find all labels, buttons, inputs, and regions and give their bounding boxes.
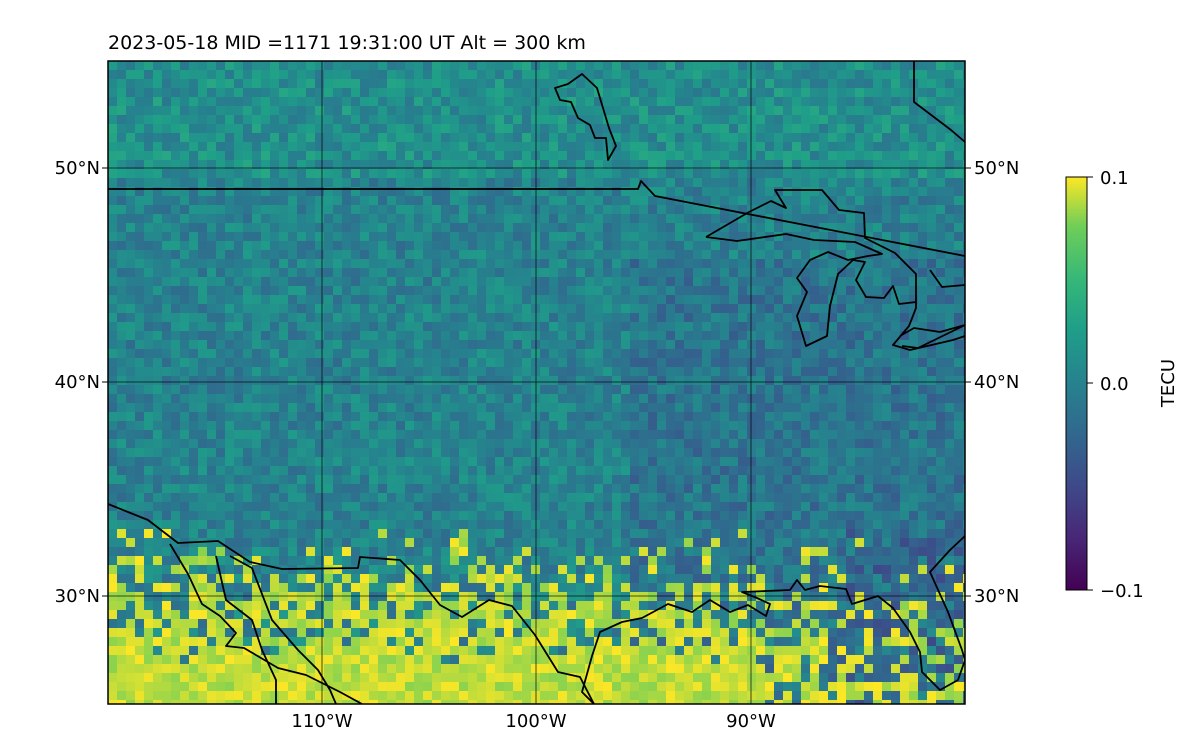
lat-label-30n: 30°N xyxy=(55,586,100,607)
lake-erie-ontario-outline xyxy=(899,269,965,349)
gulf-of-mexico-coast xyxy=(581,579,965,704)
us-canada-border xyxy=(108,180,965,257)
gulf-of-california-east xyxy=(169,543,363,704)
great-lakes-north-shore xyxy=(705,189,965,351)
lat-label-40n: 40°N xyxy=(55,372,100,393)
map-ticks xyxy=(102,167,971,597)
us-mexico-border xyxy=(108,503,595,704)
sonora-coast xyxy=(229,555,337,704)
lat-label-40n-right: 40°N xyxy=(974,372,1019,393)
longitude-labels: 110°W 100°W 90°W xyxy=(291,711,776,732)
lat-label-50n-right: 50°N xyxy=(974,158,1019,179)
colorbar-max-label: 0.1 xyxy=(1100,168,1129,189)
colorbar-min-label: −0.1 xyxy=(1100,581,1144,602)
map-panel xyxy=(102,60,971,705)
hudson-bay-coast xyxy=(913,61,965,143)
tec-field xyxy=(108,61,965,704)
lon-label-110w: 110°W xyxy=(291,711,352,732)
baja-california xyxy=(215,555,277,704)
lon-label-90w: 90°W xyxy=(726,711,776,732)
colorbar: 0.1 0.0 −0.1 TECU xyxy=(1065,168,1179,602)
colorbar-mid-label: 0.0 xyxy=(1100,374,1129,395)
figure-title: 2023-05-18 MID =1171 19:31:00 UT Alt = 3… xyxy=(108,32,586,54)
lat-label-30n-right: 30°N xyxy=(974,586,1019,607)
lake-winnipeg-outline xyxy=(554,73,617,161)
coastlines xyxy=(108,61,965,704)
latitude-labels-right: 50°N 40°N 30°N xyxy=(974,158,1019,607)
latitude-labels-left: 50°N 40°N 30°N xyxy=(55,158,100,607)
colorbar-gradient xyxy=(1065,176,1088,591)
lat-label-50n: 50°N xyxy=(55,158,100,179)
lon-label-100w: 100°W xyxy=(505,711,566,732)
colorbar-axis-label: TECU xyxy=(1158,359,1179,408)
map-gridlines xyxy=(108,61,965,704)
lake-michigan-superior-outline xyxy=(705,233,917,347)
atlantic-florida-coast xyxy=(929,535,965,661)
